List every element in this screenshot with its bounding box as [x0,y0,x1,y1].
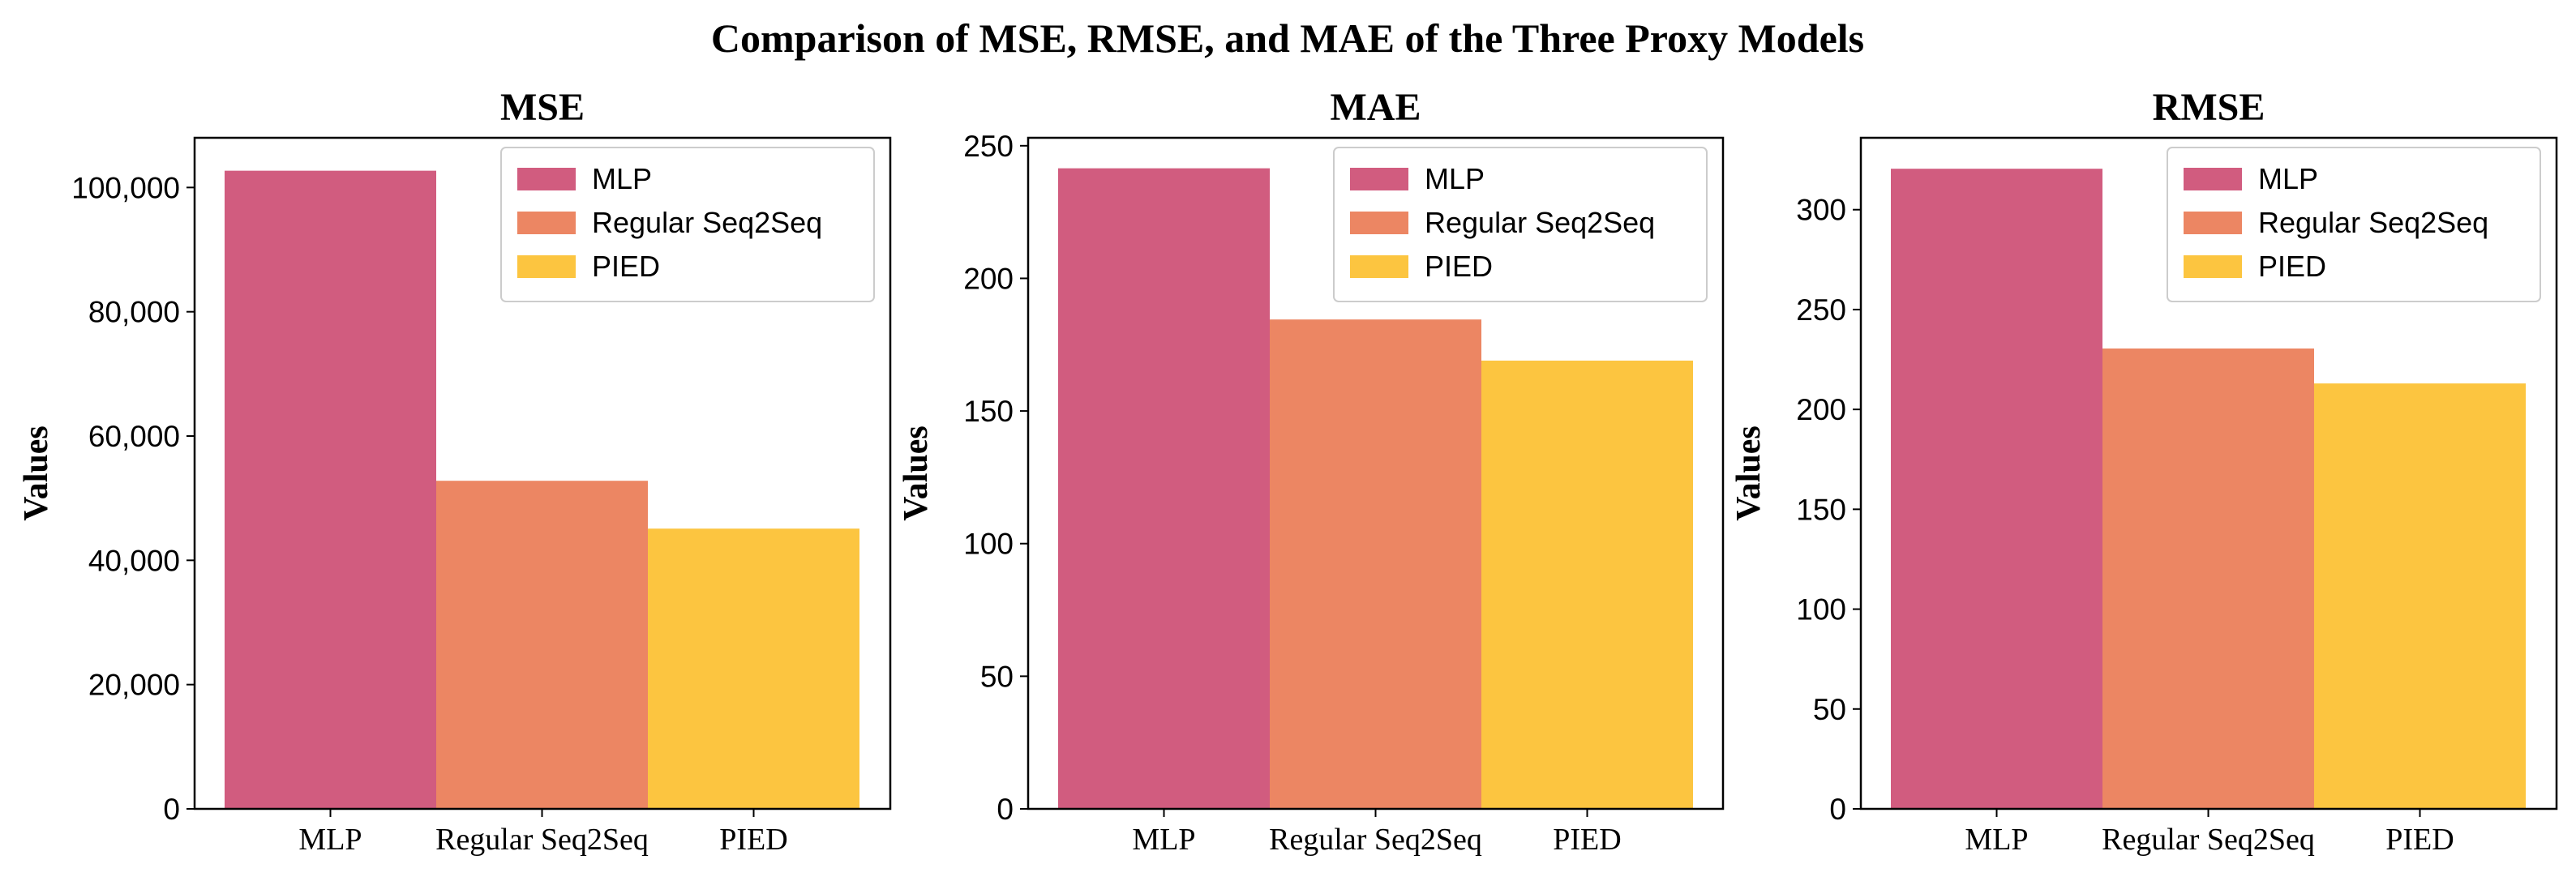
legend-label: PIED [592,250,660,283]
y-tick-label: 0 [1829,793,1846,826]
x-tick-label: MLP [298,823,362,857]
x-tick-label: MLP [1965,823,2028,857]
x-tick-label: Regular Seq2Seq [435,823,649,857]
bar-mae-mlp [1058,168,1270,810]
bar-rmse-pied [2314,383,2526,809]
y-tick-label: 300 [1796,194,1846,227]
legend-box [2167,147,2541,302]
legend-label: PIED [1425,250,1493,283]
y-tick-label: 60,000 [88,420,180,453]
panel-title: RMSE [2153,86,2265,129]
y-axis-label: Values [18,426,55,521]
figure-title: Comparison of MSE, RMSE, and MAE of the … [711,15,1864,61]
y-tick-label: 40,000 [88,544,180,577]
legend-swatch-pied [1350,255,1408,278]
y-tick-label: 50 [980,660,1014,693]
bar-mae-pied [1481,360,1693,810]
legend-label: Regular Seq2Seq [592,206,822,239]
legend-swatch-regular-seq2seq [2184,212,2242,234]
bar-mse-pied [648,528,859,809]
y-tick-label: 100 [1796,593,1846,627]
legend-swatch-mlp [1350,168,1408,190]
legend-swatch-regular-seq2seq [517,212,576,234]
y-axis-label: Values [898,426,935,521]
y-tick-label: 20,000 [88,669,180,702]
x-tick-label: Regular Seq2Seq [2102,823,2315,857]
y-axis-label: Values [1730,426,1768,521]
bar-mse-mlp [225,170,436,810]
legend-label: Regular Seq2Seq [2258,206,2488,239]
y-tick-label: 100,000 [71,171,180,204]
x-tick-label: Regular Seq2Seq [1269,823,1482,857]
legend-box [500,147,875,302]
panel-mae: MLP Regular Seq2Seq PIED 0 50 100 150 200 250 MAE… [898,86,1725,857]
legend-swatch-pied [517,255,576,278]
panel-rmse: MLP Regular Seq2Seq PIED 0 50 100 150 200 250 300… [1730,86,2558,857]
y-tick-label: 80,000 [88,296,180,329]
legend-swatch-regular-seq2seq [1350,212,1408,234]
legend-swatch-pied [2184,255,2242,278]
y-tick-label: 200 [963,262,1014,295]
bar-rmse-mlp [1891,169,2102,810]
legend-label: PIED [2258,250,2326,283]
panel-title: MSE [500,86,585,129]
chart-panels: MLP Regular Seq2Seq PIED 0 20,000 40,000 60,00… [18,86,2558,857]
legend-box [1333,147,1708,302]
y-tick-label: 150 [1796,493,1846,526]
legend-label: MLP [1425,162,1485,195]
y-tick-label: 250 [1796,293,1846,327]
x-tick-label: MLP [1132,823,1195,857]
y-tick-label: 150 [963,395,1014,428]
y-tick-label: 250 [963,130,1014,163]
panel-mse: MLP Regular Seq2Seq PIED 0 20,000 40,000 60,00… [18,86,892,857]
x-tick-label: PIED [2385,823,2454,857]
bar-rmse-regular-seq2seq [2102,348,2314,809]
y-tick-label: 0 [997,793,1014,826]
plot-frame [1027,136,1725,810]
x-tick-label: PIED [1553,823,1621,857]
legend-swatch-mlp [517,168,576,190]
legend-label: Regular Seq2Seq [1425,206,1655,239]
bar-mae-regular-seq2seq [1270,319,1481,809]
y-tick-label: 0 [163,793,180,826]
panel-title: MAE [1331,86,1421,129]
plot-frame [1859,136,2558,810]
legend-label: MLP [2258,162,2318,195]
plot-frame [193,136,892,810]
y-tick-label: 50 [1813,693,1846,726]
legend-swatch-mlp [2184,168,2242,190]
bar-mse-regular-seq2seq [436,481,648,809]
x-tick-label: PIED [719,823,787,857]
y-tick-label: 100 [963,528,1014,561]
legend-label: MLP [592,162,652,195]
y-tick-label: 200 [1796,393,1846,426]
